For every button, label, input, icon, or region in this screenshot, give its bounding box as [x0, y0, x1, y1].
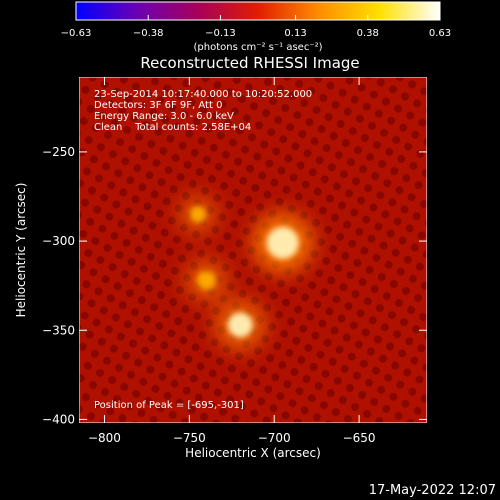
colorbar-tick-label: −0.13 [205, 28, 236, 39]
y-tick-label: −400 [42, 412, 75, 426]
annotations: 23-Sep-2014 10:17:40.000 to 10:20:52.000… [94, 89, 312, 411]
annotation-detectors: Detectors: 3F 6F 9F, Att 0 [94, 100, 222, 111]
y-tick-label: −300 [42, 234, 75, 248]
colorbar-tick-label: 0.63 [429, 28, 451, 39]
heatmap-ripple [79, 77, 427, 423]
footer-date: 17-May-2022 12:07 [369, 483, 496, 498]
colorbar-tick-label: −0.63 [61, 28, 92, 39]
colorbar-tick-label: 0.38 [357, 28, 379, 39]
x-tick-label: −800 [88, 431, 121, 445]
x-axis: −800 −750 −700 −650 [88, 77, 376, 445]
x-axis-label: Heliocentric X (arcsec) [185, 446, 321, 460]
y-axis-label: Heliocentric Y (arcsec) [14, 183, 28, 318]
annotation-time: 23-Sep-2014 10:17:40.000 to 10:20:52.000 [94, 89, 312, 100]
colorbar-unit-label: (photons cm⁻² s⁻¹ asec⁻²) [193, 42, 322, 53]
heatmap-cores [189, 206, 299, 338]
colorbar-tick-label: 0.13 [284, 28, 306, 39]
chart-title: Reconstructed RHESSI Image [140, 54, 359, 72]
colorbar-ticks: −0.63 −0.38 −0.13 0.13 0.38 0.63 [61, 15, 451, 39]
colorbar-tick-label: −0.38 [133, 28, 164, 39]
y-tick-label: −250 [42, 145, 75, 159]
peak-position-label: Position of Peak = [-695,-301] [94, 400, 244, 411]
x-tick-label: −750 [173, 431, 206, 445]
colorbar-bar [75, 1, 441, 21]
source-core [227, 312, 253, 338]
annotation-counts: Clean Total counts: 2.58E+04 [94, 122, 251, 133]
x-tick-label: −700 [258, 431, 291, 445]
source-core [189, 206, 207, 223]
x-tick-label: −650 [343, 431, 376, 445]
source-core [266, 226, 299, 259]
y-axis: −250 −300 −350 −400 [42, 145, 427, 426]
heatmap-image [79, 77, 427, 423]
colorbar: −0.63 −0.38 −0.13 0.13 0.38 0.63 (photons cm⁻… [61, 1, 451, 53]
source-core [196, 270, 216, 290]
annotation-energy: Energy Range: 3.0 - 6.0 keV [94, 111, 234, 122]
y-tick-label: −350 [42, 323, 75, 337]
